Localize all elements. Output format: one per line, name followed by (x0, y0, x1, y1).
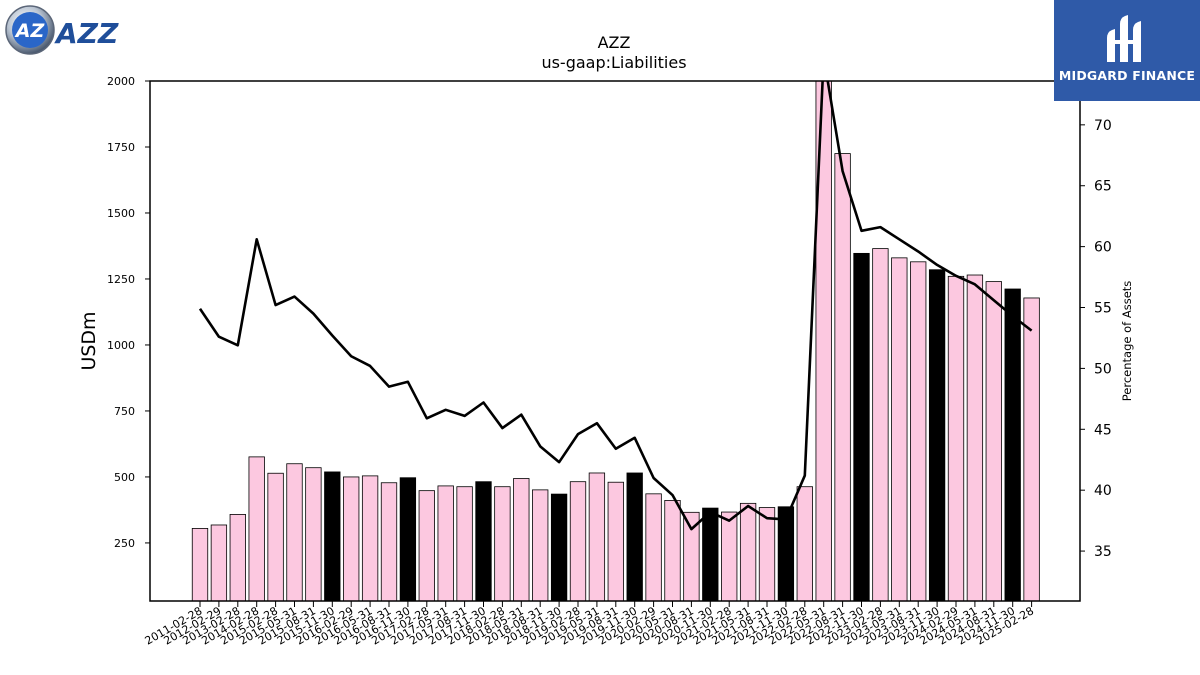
bar (588, 472, 606, 601)
svg-text:AZ: AZ (14, 20, 46, 42)
midgard-logo-text: MIDGARD FINANCE (1058, 68, 1196, 83)
bar (1023, 297, 1040, 601)
bar (324, 471, 341, 601)
bar (361, 475, 379, 601)
y2-tick-label: 70 (1094, 118, 1112, 134)
bar (966, 274, 984, 601)
x-axis: 2011-02-282012-02-292013-02-282014-02-28… (143, 601, 1036, 648)
bar (721, 511, 738, 601)
bar (248, 456, 265, 601)
bar (683, 511, 700, 601)
y-axis-right: 35 40 45 50 55 60 65 70 (1080, 118, 1112, 560)
y2-tick-label: 50 (1094, 361, 1112, 377)
bar (550, 493, 568, 601)
azz-logo-icon: AZ AZZ (5, 5, 119, 55)
bar (664, 500, 681, 601)
bar (305, 467, 322, 601)
midgard-logo-icon (1107, 15, 1141, 62)
bar (513, 478, 530, 601)
bar (853, 252, 870, 601)
azz-logo-text: AZZ (54, 17, 119, 50)
bar (815, 81, 832, 601)
y2-tick-label: 40 (1094, 483, 1112, 499)
bar (437, 485, 454, 601)
y-tick-label: 1250 (107, 273, 135, 286)
y-tick-label: 500 (114, 471, 135, 484)
midgard-finance-logo: MIDGARD FINANCE (1054, 0, 1200, 101)
y2-tick-label: 60 (1094, 240, 1112, 256)
bar (777, 506, 795, 601)
bar (532, 489, 549, 601)
bar (891, 257, 908, 601)
bar (985, 281, 1002, 601)
bar (626, 472, 643, 601)
bar (834, 153, 851, 601)
bar (267, 472, 284, 601)
y-tick-label: 1500 (107, 207, 135, 220)
bar (872, 248, 889, 601)
plot-frame (149, 80, 1081, 602)
bar (796, 486, 813, 601)
bar (1004, 288, 1021, 601)
bar (286, 463, 303, 601)
bar (758, 507, 776, 601)
bar (569, 481, 587, 601)
bar (343, 476, 360, 601)
y-axis-label: USDm (78, 311, 100, 370)
bar (210, 524, 228, 601)
bar (928, 269, 946, 601)
bar (645, 493, 662, 601)
y2-tick-label: 55 (1094, 301, 1112, 317)
bar (456, 486, 473, 601)
bar (947, 275, 965, 601)
chart-title: AZZ (598, 33, 631, 52)
bar-series (191, 81, 1040, 601)
y-axis-left: 250 500 750 1000 1250 1500 1750 2000 (107, 75, 150, 550)
y-tick-label: 1750 (107, 141, 135, 154)
bar (910, 261, 927, 601)
y-tick-label: 750 (114, 405, 135, 418)
y2-tick-label: 45 (1094, 422, 1112, 438)
azz-logo: AZ AZZ (4, 4, 144, 56)
y-tick-label: 2000 (107, 75, 135, 88)
y2-axis-label: Percentage of Assets (1120, 281, 1134, 402)
bar (399, 477, 417, 601)
line-series (198, 81, 1033, 531)
y-tick-label: 1000 (107, 339, 135, 352)
pct-of-assets-line (198, 81, 1033, 531)
bar (702, 507, 719, 601)
bar (191, 528, 209, 601)
bar (494, 486, 511, 601)
chart-subtitle: us-gaap:Liabilities (541, 53, 686, 72)
bar (380, 482, 398, 601)
y-tick-label: 250 (114, 537, 135, 550)
bar (739, 502, 757, 601)
y2-tick-label: 65 (1094, 179, 1112, 195)
bar (475, 481, 492, 601)
bar (418, 490, 435, 601)
bar (229, 514, 246, 601)
y2-tick-label: 35 (1094, 544, 1112, 560)
bar (607, 481, 624, 601)
